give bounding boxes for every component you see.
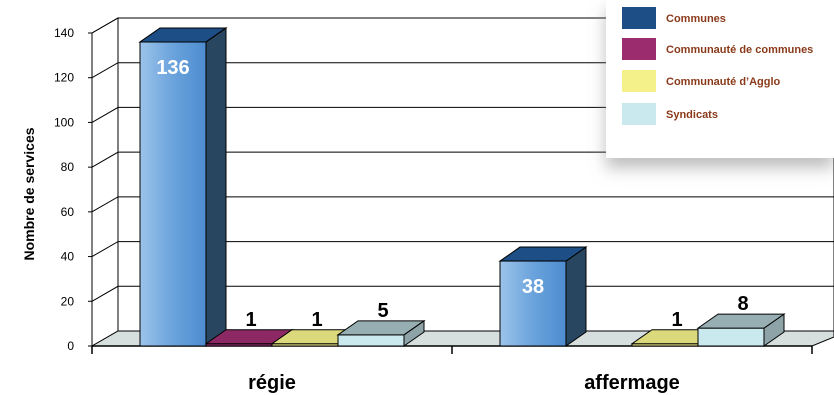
gridline	[91, 196, 834, 213]
data-label: 1	[245, 309, 256, 331]
x-category-label: régie	[248, 372, 296, 394]
bar-front	[697, 327, 765, 347]
plot-side-wall	[91, 17, 119, 347]
gridline	[91, 151, 834, 168]
bar-0-3	[336, 319, 426, 347]
legend-label: Syndicats	[666, 109, 718, 121]
bar-1-3	[696, 313, 786, 347]
axis-layer: 0 20 40 60 80 100 120 140 Nombre de services régi…	[21, 26, 813, 394]
bars-layer	[138, 26, 786, 347]
data-label: 8	[737, 293, 748, 315]
legend-label: Communauté d’Agglo	[666, 76, 781, 88]
legend-label: Communes	[666, 13, 726, 25]
gridline	[91, 285, 834, 302]
bar-side	[205, 26, 227, 347]
y-tick-label: 20	[61, 294, 75, 308]
data-label: 38	[522, 276, 544, 298]
y-tick-label: 120	[54, 71, 74, 85]
y-tick-label: 40	[61, 250, 75, 264]
x-category-label: affermage	[584, 372, 680, 394]
gridline	[91, 241, 834, 258]
bar-side	[565, 246, 587, 347]
data-label: 1	[311, 309, 322, 331]
y-tick-label: 60	[61, 205, 75, 219]
bar-top	[336, 320, 426, 336]
gridline	[91, 106, 834, 123]
data-label: 136	[156, 57, 189, 79]
y-axis-title: Nombre de services	[21, 127, 37, 260]
bar-0-0	[138, 26, 228, 347]
legend-swatch	[622, 38, 656, 60]
legend-swatch	[622, 103, 656, 125]
labels-layer: 136 1 1 5 38 1 8	[156, 57, 748, 331]
data-label: 5	[377, 300, 388, 322]
y-tick-label: 0	[67, 339, 74, 353]
y-tick-label: 80	[61, 160, 75, 174]
gridline	[91, 17, 834, 34]
bar-front	[499, 260, 567, 347]
bar-top	[498, 246, 588, 262]
y-tick-label: 100	[54, 115, 74, 129]
bar-1-0	[498, 246, 588, 347]
legend-label: Communauté de communes	[666, 44, 813, 56]
bar-top	[696, 313, 786, 329]
legend-swatch	[622, 7, 656, 29]
y-tick-label: 140	[54, 26, 74, 40]
bar-front	[337, 334, 405, 347]
data-label: 1	[671, 309, 682, 331]
legend-box: Communes Communauté de communes Communauté…	[606, 0, 834, 158]
bar-front	[139, 41, 207, 347]
legend-swatch	[622, 70, 656, 92]
bar-top	[138, 27, 228, 43]
gridline	[91, 62, 834, 79]
legend: Communes Communauté de communes Communauté…	[606, 0, 834, 158]
